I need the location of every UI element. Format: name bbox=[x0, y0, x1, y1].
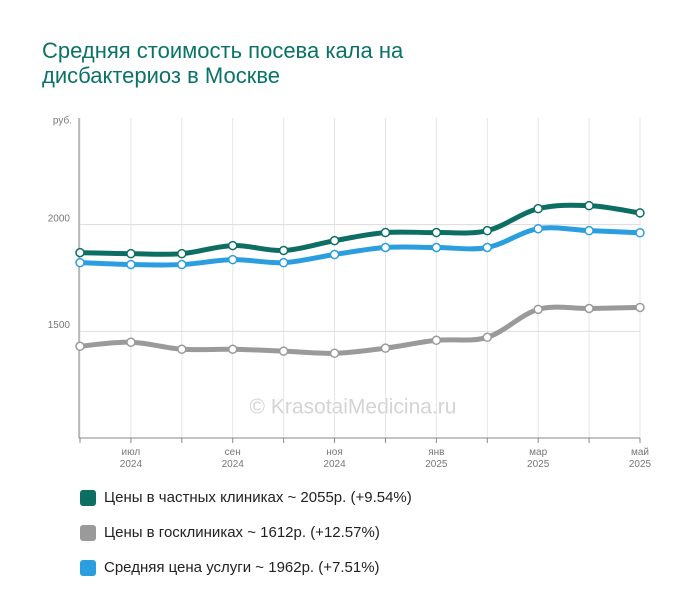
x-tick-label-line: 2024 bbox=[120, 459, 143, 470]
x-tick-label: ноя 2024 bbox=[323, 447, 346, 470]
series-line bbox=[77, 304, 643, 356]
point bbox=[431, 227, 442, 238]
point bbox=[126, 248, 136, 259]
x-tick-label: июл 2024 bbox=[120, 447, 143, 470]
point bbox=[227, 254, 238, 265]
point bbox=[431, 242, 442, 253]
y-tick-label: 2000 bbox=[48, 213, 71, 224]
point bbox=[177, 248, 187, 259]
point bbox=[75, 247, 85, 258]
legend-label: Цены в госклиниках ~ 1612р. (+12.57%) bbox=[104, 524, 380, 541]
chart-title: Средняя стоимость посева кала на bbox=[42, 38, 404, 63]
point bbox=[635, 302, 645, 313]
point bbox=[533, 223, 543, 234]
x-tick-label-line: 2024 bbox=[222, 459, 245, 470]
point bbox=[584, 200, 594, 211]
point bbox=[278, 245, 289, 256]
x-tick-label: сен 2024 bbox=[222, 447, 245, 470]
x-tick-label-line: май bbox=[631, 447, 649, 458]
point bbox=[329, 348, 340, 359]
point bbox=[584, 225, 594, 236]
point bbox=[380, 343, 391, 353]
point bbox=[329, 235, 340, 246]
x-tick-label-line: июл bbox=[122, 447, 141, 458]
point bbox=[75, 257, 85, 268]
chart-title: дисбактериоз в Москве bbox=[42, 63, 280, 88]
legend-label: Цены в частных клиниках ~ 2055р. (+9.54%… bbox=[104, 489, 412, 506]
point bbox=[177, 344, 187, 355]
x-tick-label: янв 2025 bbox=[425, 447, 448, 470]
x-tick-label-line: янв bbox=[428, 447, 444, 458]
point bbox=[177, 259, 187, 270]
x-tick-label-line: 2025 bbox=[527, 459, 550, 470]
point bbox=[126, 337, 136, 347]
x-tick-label-line: 2024 bbox=[323, 459, 346, 470]
x-tick-label-line: 2025 bbox=[425, 459, 448, 470]
x-tick-label: май 2025 bbox=[629, 447, 652, 470]
x-tick-label-line: сен bbox=[225, 447, 241, 458]
point bbox=[482, 332, 493, 343]
watermark: © KrasotaiMedicina.ru bbox=[250, 396, 457, 419]
point bbox=[380, 227, 391, 238]
y-axis-label: руб. bbox=[53, 115, 72, 127]
point bbox=[533, 304, 543, 315]
point bbox=[329, 249, 340, 260]
point bbox=[227, 344, 238, 355]
legend-label: Средняя цена услуги ~ 1962р. (+7.51%) bbox=[104, 559, 380, 576]
legend-swatch bbox=[80, 525, 96, 541]
point bbox=[635, 228, 645, 238]
point bbox=[227, 240, 238, 251]
point bbox=[635, 208, 645, 218]
x-tick-label-line: 2025 bbox=[629, 459, 652, 470]
point bbox=[482, 225, 493, 236]
point bbox=[126, 259, 136, 270]
point bbox=[380, 242, 391, 253]
series-line bbox=[77, 225, 643, 268]
x-tick-label-line: ноя bbox=[326, 447, 343, 458]
legend-swatch bbox=[80, 490, 96, 506]
x-tick-label-line: мар bbox=[529, 447, 547, 458]
point bbox=[278, 257, 289, 268]
point bbox=[482, 242, 493, 253]
legend-swatch bbox=[80, 560, 96, 576]
point bbox=[75, 341, 85, 352]
point bbox=[278, 346, 289, 356]
y-tick-label: 1500 bbox=[48, 320, 71, 331]
x-tick-label: мар 2025 bbox=[527, 447, 550, 470]
point bbox=[431, 335, 442, 346]
point bbox=[584, 303, 594, 314]
point bbox=[533, 203, 543, 214]
